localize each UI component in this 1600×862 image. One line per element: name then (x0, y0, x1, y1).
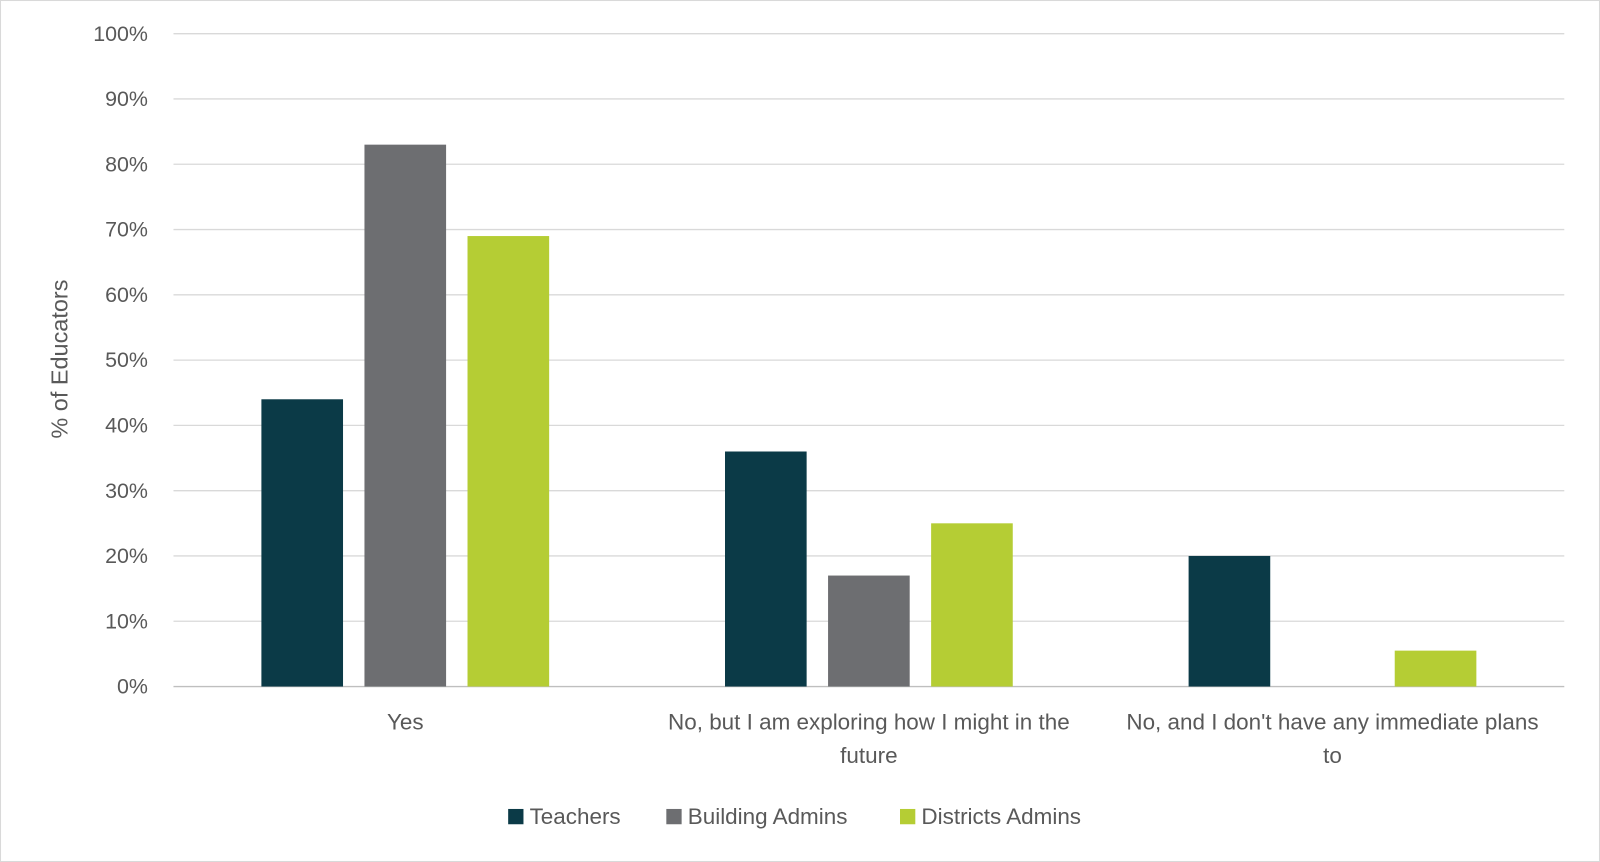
legend-swatch (508, 808, 524, 825)
y-tick-label: 60% (105, 283, 148, 307)
bar-building-admins (364, 144, 447, 687)
x-category-label: No, but I am exploring how I might in th… (668, 709, 1070, 734)
bar-teachers (1188, 555, 1271, 687)
y-tick-label: 70% (105, 218, 148, 242)
legend-item: Districts Admins (900, 804, 1081, 829)
y-tick-label: 100% (93, 22, 148, 46)
legend-label: Building Admins (688, 804, 848, 829)
bar-teachers (725, 451, 807, 687)
legend-swatch (900, 808, 916, 825)
y-tick-label: 40% (105, 414, 148, 438)
legend-item: Building Admins (666, 804, 847, 829)
x-category-label: Yes (387, 709, 424, 734)
x-category-label: to (1323, 743, 1342, 768)
x-category-label: future (840, 743, 897, 768)
y-axis-label: % of Educators (46, 280, 72, 439)
y-tick-label: 80% (105, 152, 148, 176)
legend-label: Teachers (530, 804, 621, 829)
legend-swatch (666, 808, 682, 825)
bar-teachers (261, 399, 344, 687)
x-category-label: No, and I don't have any immediate plans (1126, 709, 1538, 734)
bar-building-admins (828, 575, 910, 687)
bar-districts-admins (1394, 650, 1477, 687)
y-tick-label: 30% (105, 479, 148, 503)
y-tick-label: 20% (105, 544, 148, 568)
y-tick-label: 90% (105, 87, 148, 111)
y-tick-label: 0% (117, 675, 148, 699)
legend-item: Teachers (508, 804, 621, 829)
legend-label: Districts Admins (921, 804, 1081, 829)
bar-districts-admins (931, 523, 1013, 687)
y-tick-label: 50% (105, 348, 148, 372)
y-tick-label: 10% (105, 609, 148, 633)
bar-districts-admins (467, 236, 550, 687)
